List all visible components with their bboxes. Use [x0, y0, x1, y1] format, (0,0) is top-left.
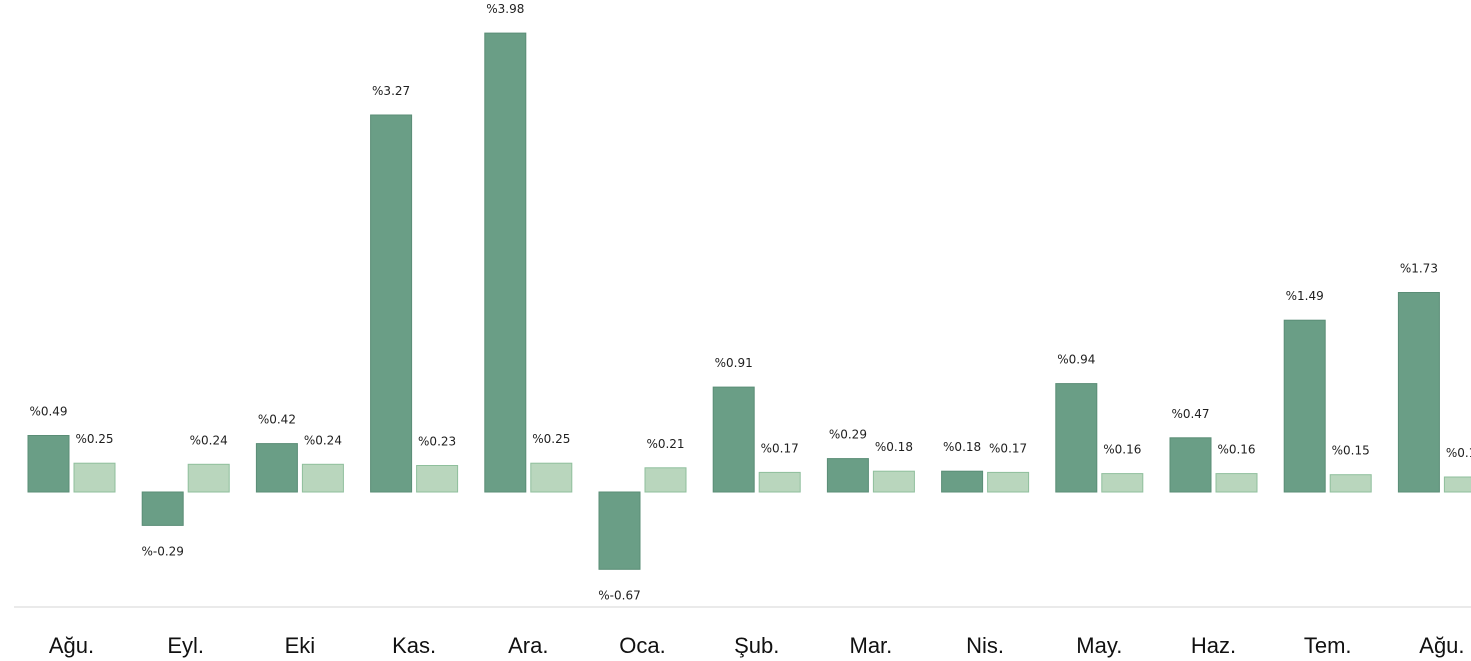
- bar-series2-1: [187, 463, 230, 493]
- value-label-series2-5: %0.21: [646, 437, 684, 451]
- value-label-series1-4: %3.98: [486, 2, 524, 16]
- bar-series2-6: [758, 471, 801, 493]
- category-label-9: May.: [1076, 633, 1122, 658]
- value-label-series2-8: %0.17: [989, 441, 1027, 455]
- value-label-series2-3: %0.23: [418, 435, 456, 449]
- value-label-series1-7: %0.29: [829, 428, 867, 442]
- bar-series2-0: [73, 462, 116, 493]
- bar-series1-4: [484, 32, 527, 493]
- bar-series2-2: [301, 463, 344, 493]
- category-label-5: Oca.: [619, 633, 665, 658]
- bars-layer: [27, 32, 1471, 570]
- value-label-series2-10: %0.16: [1217, 443, 1255, 457]
- value-label-series1-11: %1.49: [1286, 289, 1324, 303]
- value-label-series1-6: %0.91: [715, 356, 753, 370]
- bar-series1-2: [255, 443, 298, 493]
- category-label-7: Mar.: [850, 633, 893, 658]
- bar-series2-10: [1215, 473, 1258, 493]
- category-label-10: Haz.: [1191, 633, 1236, 658]
- category-label-4: Ara.: [508, 633, 548, 658]
- value-label-series2-6: %0.17: [761, 441, 799, 455]
- bar-series1-12: [1397, 292, 1440, 493]
- bar-series2-12: [1443, 476, 1471, 493]
- value-label-series1-2: %0.42: [258, 413, 296, 427]
- bar-series2-3: [416, 465, 459, 493]
- value-label-series2-11: %0.15: [1332, 444, 1370, 458]
- category-label-3: Kas.: [392, 633, 436, 658]
- value-label-series2-9: %0.16: [1103, 443, 1141, 457]
- bar-series1-6: [712, 386, 755, 493]
- value-labels-layer: %0.49 %0.25 %-0.29 %0.24 %0.42 %0.24 %3.27 %0.2…: [29, 2, 1471, 602]
- category-label-8: Nis.: [966, 633, 1004, 658]
- bar-series2-9: [1101, 473, 1144, 493]
- bar-series1-9: [1055, 383, 1098, 493]
- bar-series2-8: [987, 471, 1030, 493]
- category-label-11: Tem.: [1304, 633, 1352, 658]
- bar-series1-1: [141, 491, 184, 526]
- bar-series1-7: [826, 458, 869, 493]
- bar-series2-5: [644, 467, 687, 493]
- value-label-series1-5: %-0.67: [598, 588, 640, 602]
- category-label-1: Eyl.: [167, 633, 204, 658]
- bar-series1-0: [27, 435, 70, 493]
- bar-series2-11: [1329, 474, 1372, 493]
- value-label-series2-0: %0.25: [75, 432, 113, 446]
- bar-series1-3: [370, 114, 413, 493]
- category-label-2: Eki: [285, 633, 316, 658]
- category-label-12: Ağu.: [1419, 633, 1464, 658]
- value-label-series1-8: %0.18: [943, 440, 981, 454]
- value-label-series1-10: %0.47: [1171, 407, 1209, 421]
- value-label-series1-9: %0.94: [1057, 353, 1095, 367]
- value-label-series2-2: %0.24: [304, 433, 342, 447]
- value-label-series2-4: %0.25: [532, 432, 570, 446]
- value-label-series2-12: %0.13: [1446, 446, 1471, 460]
- value-label-series1-3: %3.27: [372, 84, 410, 98]
- bar-series2-7: [872, 470, 915, 493]
- bar-series1-8: [941, 470, 984, 493]
- bar-series1-11: [1283, 319, 1326, 493]
- category-label-0: Ağu.: [49, 633, 94, 658]
- value-label-series2-7: %0.18: [875, 440, 913, 454]
- value-label-series1-0: %0.49: [29, 405, 67, 419]
- value-label-series2-1: %0.24: [190, 433, 228, 447]
- bar-series1-10: [1169, 437, 1212, 493]
- category-labels-layer: Ağu. Eyl. Eki Kas. Ara. Oca. Şub. Mar. Nis. May. H…: [49, 633, 1465, 658]
- value-label-series1-1: %-0.29: [141, 544, 183, 558]
- bar-series1-5: [598, 491, 641, 570]
- value-label-series1-12: %1.73: [1400, 262, 1438, 276]
- category-label-6: Şub.: [734, 633, 779, 658]
- bar-series2-4: [530, 462, 573, 493]
